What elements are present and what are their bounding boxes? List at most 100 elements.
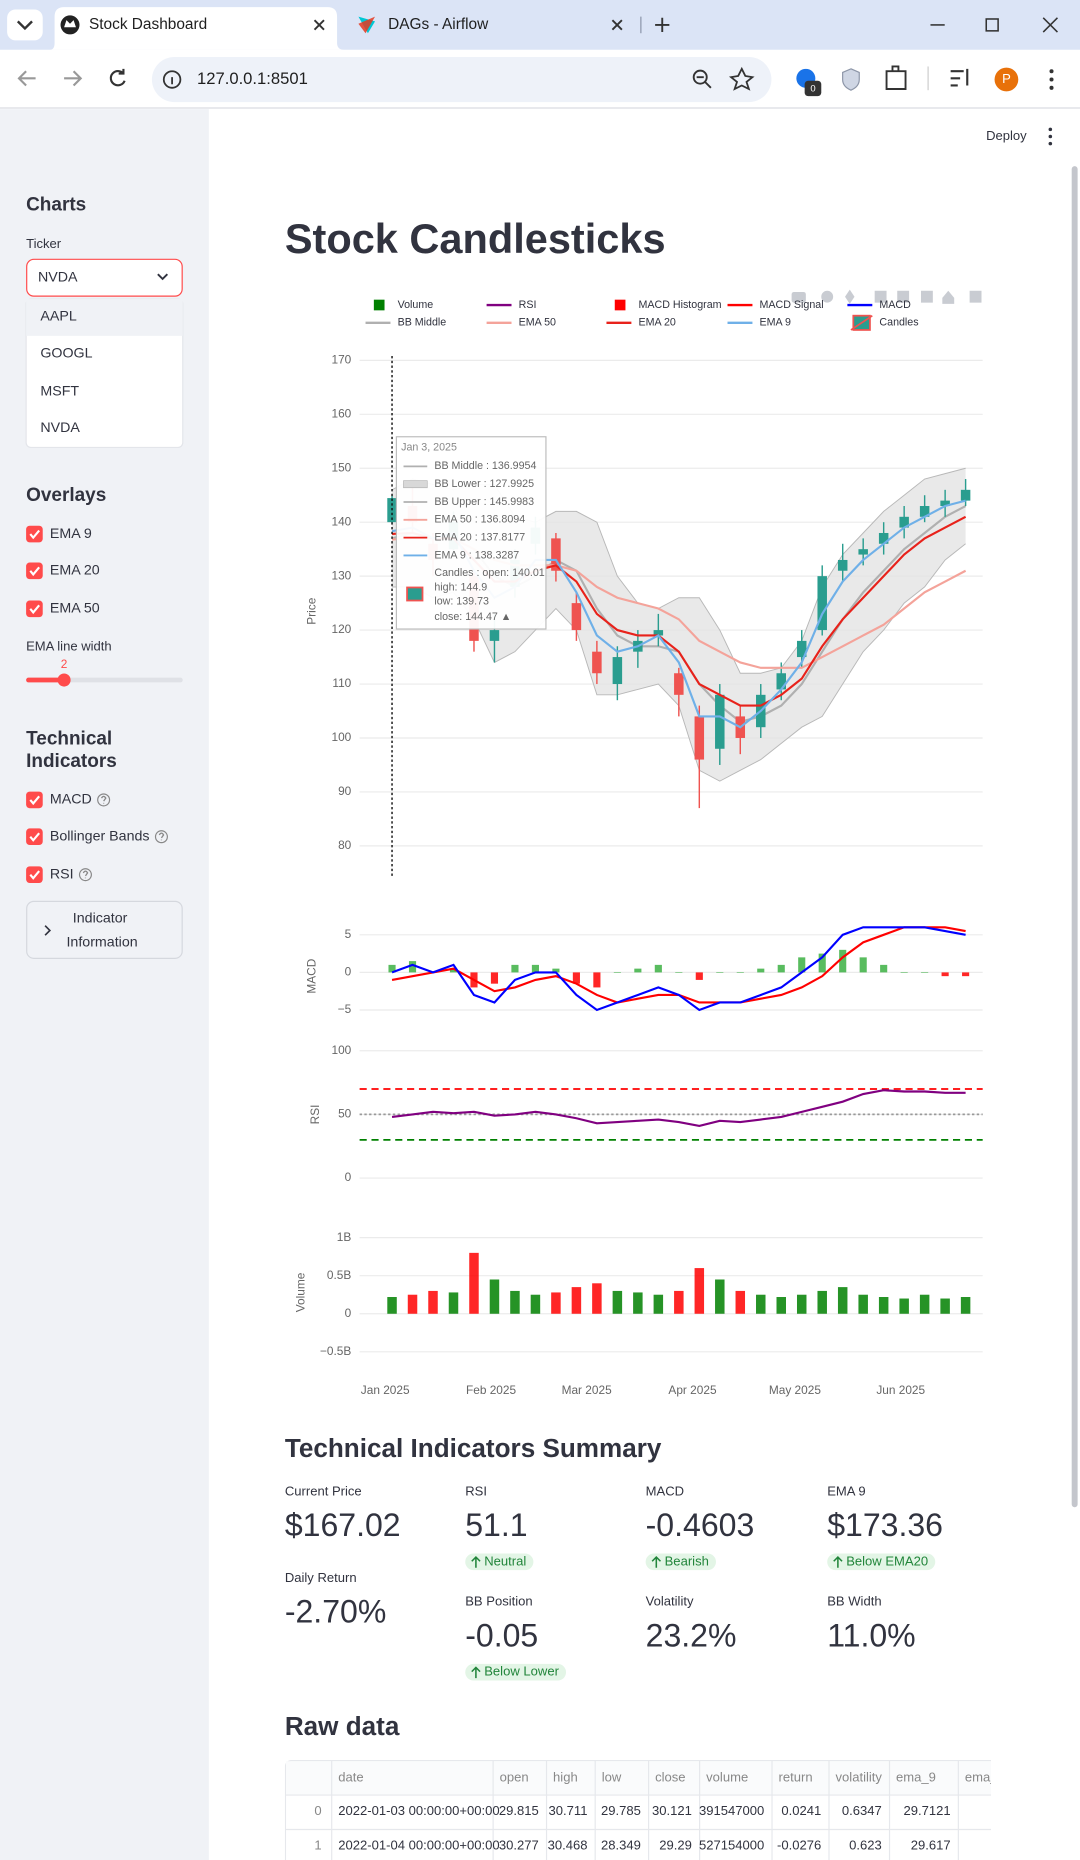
deploy-button[interactable]: Deploy — [986, 128, 1027, 143]
table-cell: 29.7121 — [903, 1803, 950, 1818]
fullscreen-button[interactable] — [969, 290, 982, 303]
bar — [613, 972, 621, 973]
app-menu-dot[interactable] — [1048, 127, 1053, 132]
extension-icon[interactable] — [842, 68, 860, 91]
bar — [899, 1298, 909, 1314]
tooltip-row: BB Upper : 145.9983 — [434, 496, 534, 508]
camera-button[interactable] — [791, 291, 806, 303]
autoscale-button[interactable] — [920, 290, 933, 303]
candle-body — [551, 538, 561, 571]
x-tick-label: Jan 2025 — [361, 1383, 410, 1397]
checkbox[interactable] — [26, 600, 43, 618]
legend-label[interactable]: EMA 50 — [519, 317, 556, 329]
legend-label[interactable]: Candles — [879, 317, 918, 329]
legend-label[interactable]: MACD — [879, 299, 911, 311]
series-line — [391, 926, 966, 1012]
checkbox[interactable] — [26, 866, 43, 883]
slider-fill — [26, 677, 65, 683]
new-tab[interactable] — [655, 17, 670, 33]
profile-avatar[interactable] — [994, 67, 1019, 92]
zoom-icon[interactable] — [692, 69, 708, 85]
extensions-button[interactable] — [885, 65, 907, 90]
bar — [653, 1294, 664, 1314]
bar — [735, 1290, 746, 1314]
legend-label[interactable]: EMA 20 — [639, 317, 676, 329]
media-button[interactable] — [950, 68, 969, 87]
y-tick-label: 160 — [331, 406, 351, 420]
reset-button[interactable] — [942, 290, 955, 304]
help-icon[interactable] — [78, 868, 92, 882]
legend-label[interactable]: MACD Histogram — [639, 299, 722, 311]
bar — [592, 1283, 602, 1314]
pan-button[interactable] — [845, 289, 855, 304]
y-tick-label: 5 — [345, 927, 352, 941]
data-table: date open high low close volume return volatili… — [284, 1760, 991, 1860]
select-option[interactable]: GOOGL — [40, 345, 92, 361]
legend-label[interactable]: RSI — [519, 299, 537, 311]
bar — [900, 972, 908, 973]
metric-value: -0.05 — [465, 1617, 538, 1653]
help-icon[interactable] — [154, 830, 168, 844]
tab-search-button[interactable] — [7, 9, 43, 41]
legend-label[interactable]: EMA 9 — [760, 317, 792, 329]
tooltip-row: EMA 9 : 138.3287 — [434, 549, 519, 561]
expander-label: Indicator Information — [66, 910, 137, 950]
restore[interactable] — [985, 18, 999, 32]
table-cell: 29.815 — [499, 1803, 539, 1818]
delta-arrow — [471, 1556, 481, 1568]
reload-button[interactable] — [109, 68, 126, 87]
select-option[interactable]: AAPL — [40, 309, 76, 325]
slider-thumb[interactable] — [57, 673, 71, 687]
ticker-select[interactable] — [26, 258, 183, 297]
bar — [675, 972, 683, 973]
zoom-out-button[interactable] — [897, 290, 910, 303]
tooltip-row: close: 144.47 ▲ — [434, 611, 511, 623]
forward-button[interactable] — [64, 70, 83, 87]
checkbox[interactable] — [26, 525, 43, 543]
table-cell: 30.121 — [652, 1803, 692, 1818]
active-tab[interactable] — [49, 7, 345, 50]
checkbox-label: EMA 50 — [50, 601, 100, 617]
legend-label[interactable]: MACD Signal — [760, 299, 824, 311]
candle-body — [837, 559, 848, 571]
checkbox-label: MACD — [50, 792, 92, 808]
checkbox[interactable] — [26, 828, 43, 846]
x-tick-label: May 2025 — [769, 1383, 821, 1397]
close-tab[interactable] — [611, 19, 623, 31]
select-option[interactable]: NVDA — [40, 420, 80, 436]
candle-body — [612, 657, 623, 685]
y-tick-label: 50 — [338, 1107, 352, 1121]
back-button[interactable] — [17, 70, 36, 87]
close-tab[interactable] — [313, 19, 325, 31]
tooltip-row: BB Middle : 136.9954 — [434, 460, 536, 472]
app-menu-dot — [1048, 141, 1053, 146]
help-icon[interactable] — [97, 793, 111, 807]
bar — [593, 972, 601, 988]
zoom-in-button[interactable] — [874, 290, 887, 303]
checkbox[interactable] — [26, 791, 43, 809]
select-option[interactable]: MSFT — [40, 383, 79, 399]
legend-label[interactable]: Volume — [398, 299, 434, 311]
metric-label: Current Price — [285, 1483, 362, 1498]
bookmark-star[interactable] — [728, 66, 755, 91]
checkbox-label: EMA 20 — [50, 563, 100, 579]
indicator-expander[interactable] — [26, 900, 183, 959]
menu-dot[interactable] — [1049, 69, 1054, 74]
y-axis-title: MACD — [304, 959, 318, 994]
tooltip-swatch — [403, 480, 428, 489]
legend-label[interactable]: BB Middle — [398, 317, 447, 329]
scrollbar-thumb[interactable] — [1071, 166, 1078, 1508]
menu-dot — [1049, 85, 1054, 90]
close-window[interactable] — [1042, 17, 1058, 33]
metric-label: RSI — [465, 1483, 487, 1498]
metric-delta: Below EMA20 — [846, 1553, 928, 1568]
zoom-button[interactable] — [821, 290, 834, 303]
checkbox[interactable] — [26, 562, 43, 580]
site-info-icon[interactable] — [162, 70, 182, 89]
extension-badge — [804, 80, 822, 97]
slider-value: 2 — [61, 657, 68, 671]
legend-swatch — [850, 314, 873, 331]
y-tick-label: −0.5B — [320, 1344, 351, 1358]
address-bar[interactable] — [151, 56, 772, 103]
